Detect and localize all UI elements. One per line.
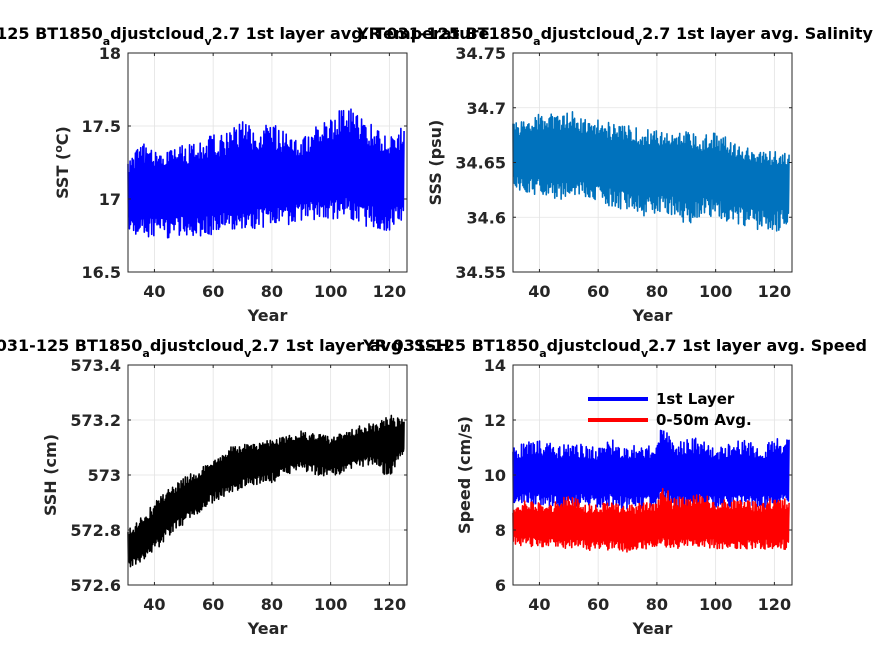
legend-entry: 0-50m Avg.	[656, 411, 752, 429]
x-tick-label: 80	[646, 282, 668, 301]
legend-entry: 1st Layer	[656, 390, 735, 408]
series-line-ssh-0	[127, 414, 405, 568]
x-tick-label: 120	[758, 282, 791, 301]
series-line-speed-0	[512, 429, 790, 510]
y-tick-label: 18	[99, 44, 121, 63]
y-axis-label: Speed (cm/s)	[455, 416, 474, 534]
series-line-sss-0	[512, 111, 790, 232]
y-tick-label: 8	[495, 521, 506, 540]
y-tick-label: 10	[484, 466, 506, 485]
x-axis-label: Year	[632, 306, 673, 325]
panel-speed: 40 60 80 100 120 6 8 10 12 14 Year Speed (cm/s) YR 0…	[362, 336, 867, 638]
x-tick-label: 60	[587, 282, 609, 301]
panel-sst: 40 60 80 100 120 16.5 17 17.5 18 Year SST (oC) YR 0…	[0, 24, 490, 325]
y-tick-label: 34.7	[467, 99, 506, 118]
x-tick-label: 120	[758, 595, 791, 614]
x-tick-label: 40	[528, 282, 550, 301]
x-tick-label: 100	[699, 595, 732, 614]
y-tick-label: 573	[88, 466, 121, 485]
y-axis-label: SSS (psu)	[426, 120, 445, 206]
y-tick-label: 14	[484, 356, 506, 375]
x-axis-label: Year	[632, 619, 673, 638]
y-tick-label: 572.6	[70, 576, 121, 595]
panel-sss: 40 60 80 100 120 34.55 34.6 34.65 34.7 34.75 Year S…	[356, 24, 874, 325]
x-tick-label: 40	[528, 595, 550, 614]
x-axis-label: Year	[247, 306, 288, 325]
y-tick-label: 573.2	[70, 411, 121, 430]
series-line-sst-0	[127, 108, 405, 239]
y-tick-label: 16.5	[82, 263, 121, 282]
y-tick-label: 34.65	[455, 154, 506, 173]
x-tick-label: 120	[373, 595, 406, 614]
x-tick-label: 40	[143, 595, 165, 614]
legend: 1st Layer 0-50m Avg.	[588, 390, 752, 429]
y-tick-label: 34.6	[467, 208, 506, 227]
chart-title: YR 031-125 BT1850adjustcloudv2.7 1st lay…	[356, 24, 874, 48]
chart-title: YR 031-125 BT1850adjustcloudv2.7 1st lay…	[362, 336, 867, 360]
x-tick-label: 100	[699, 282, 732, 301]
y-tick-label: 17	[99, 190, 121, 209]
axes-frame	[127, 52, 408, 273]
x-axis-label: Year	[247, 619, 288, 638]
x-tick-label: 100	[314, 595, 347, 614]
x-tick-label: 40	[143, 282, 165, 301]
y-tick-label: 6	[495, 576, 506, 595]
panel-ssh: 40 60 80 100 120 572.6 572.8 573 573.2 573.4 Year S…	[0, 336, 450, 638]
chart-title: YR 031-125 BT1850adjustcloudv2.7 1st lay…	[0, 24, 490, 48]
y-tick-label: 572.8	[70, 521, 121, 540]
x-tick-label: 60	[587, 595, 609, 614]
chart-title: YR 031-125 BT1850adjustcloudv2.7 1st lay…	[0, 336, 450, 360]
y-axis-label: SSH (cm)	[41, 434, 60, 516]
y-tick-label: 34.75	[455, 44, 506, 63]
y-tick-label: 17.5	[82, 117, 121, 136]
x-tick-label: 80	[646, 595, 668, 614]
y-tick-label: 12	[484, 411, 506, 430]
y-tick-label: 573.4	[70, 356, 121, 375]
x-tick-label: 100	[314, 282, 347, 301]
x-tick-label: 80	[261, 282, 283, 301]
x-tick-label: 80	[261, 595, 283, 614]
y-tick-label: 34.55	[455, 263, 506, 282]
x-tick-label: 120	[373, 282, 406, 301]
y-axis-label: SST (oC)	[52, 126, 72, 199]
series-line-speed-1	[512, 487, 790, 553]
x-tick-label: 60	[202, 282, 224, 301]
x-tick-label: 60	[202, 595, 224, 614]
